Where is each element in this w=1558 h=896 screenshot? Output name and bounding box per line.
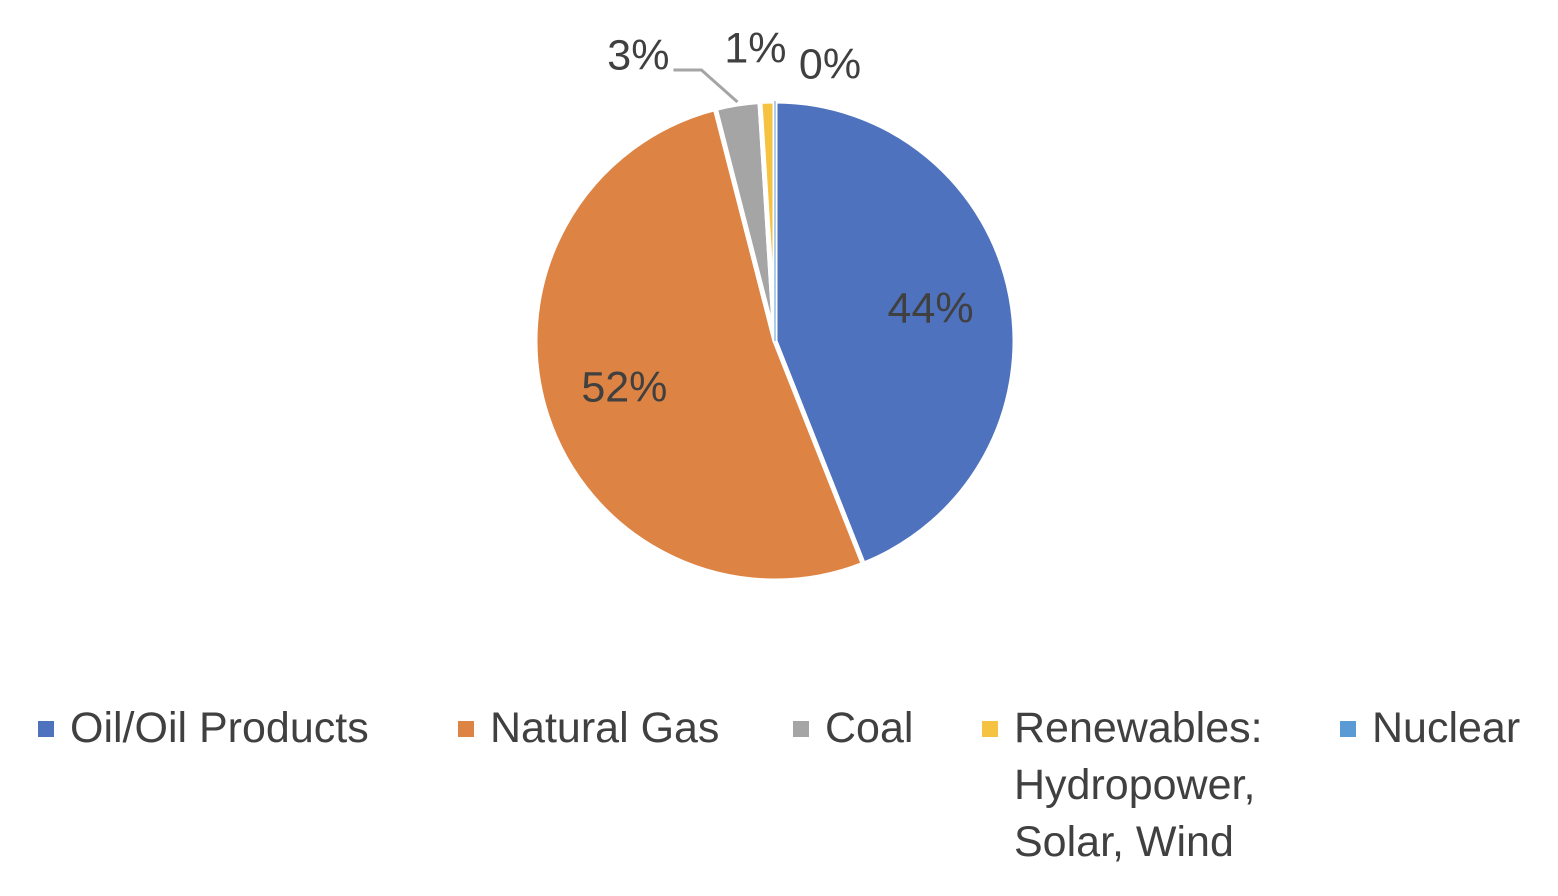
legend-label-coal: Coal xyxy=(825,704,914,752)
data-label-oil: 44% xyxy=(888,285,974,333)
legend-item-renewables: Renewables: Hydropower, Solar, Wind xyxy=(982,700,1263,871)
legend-label-oil: Oil/Oil Products xyxy=(70,704,369,752)
legend-label-renewables: Renewables: Hydropower, Solar, Wind xyxy=(1014,704,1263,866)
legend-item-oil: Oil/Oil Products xyxy=(38,700,369,757)
legend-label-nuclear: Nuclear xyxy=(1372,704,1521,752)
data-label-nuclear: 0% xyxy=(799,40,861,88)
legend-swatch-oil xyxy=(38,721,54,737)
legend-item-coal: Coal xyxy=(793,700,913,757)
legend-swatch-renewables xyxy=(982,721,998,737)
legend-item-nuclear: Nuclear xyxy=(1340,700,1520,757)
data-label-natural-gas: 52% xyxy=(581,363,667,411)
legend-swatch-coal xyxy=(793,721,809,737)
legend-label-natural-gas: Natural Gas xyxy=(490,704,720,752)
pie-slice-oil xyxy=(772,98,1018,567)
pie-slice-natural-gas xyxy=(532,106,866,584)
legend: Oil/Oil Products Natural Gas Coal Renewa… xyxy=(0,700,1558,890)
legend-item-natural-gas: Natural Gas xyxy=(458,700,719,757)
legend-swatch-natural-gas xyxy=(458,721,474,737)
data-label-renewables: 1% xyxy=(724,24,786,72)
data-label-coal: 3% xyxy=(607,31,669,79)
leader-line-coal xyxy=(673,68,739,104)
legend-swatch-nuclear xyxy=(1340,721,1356,737)
